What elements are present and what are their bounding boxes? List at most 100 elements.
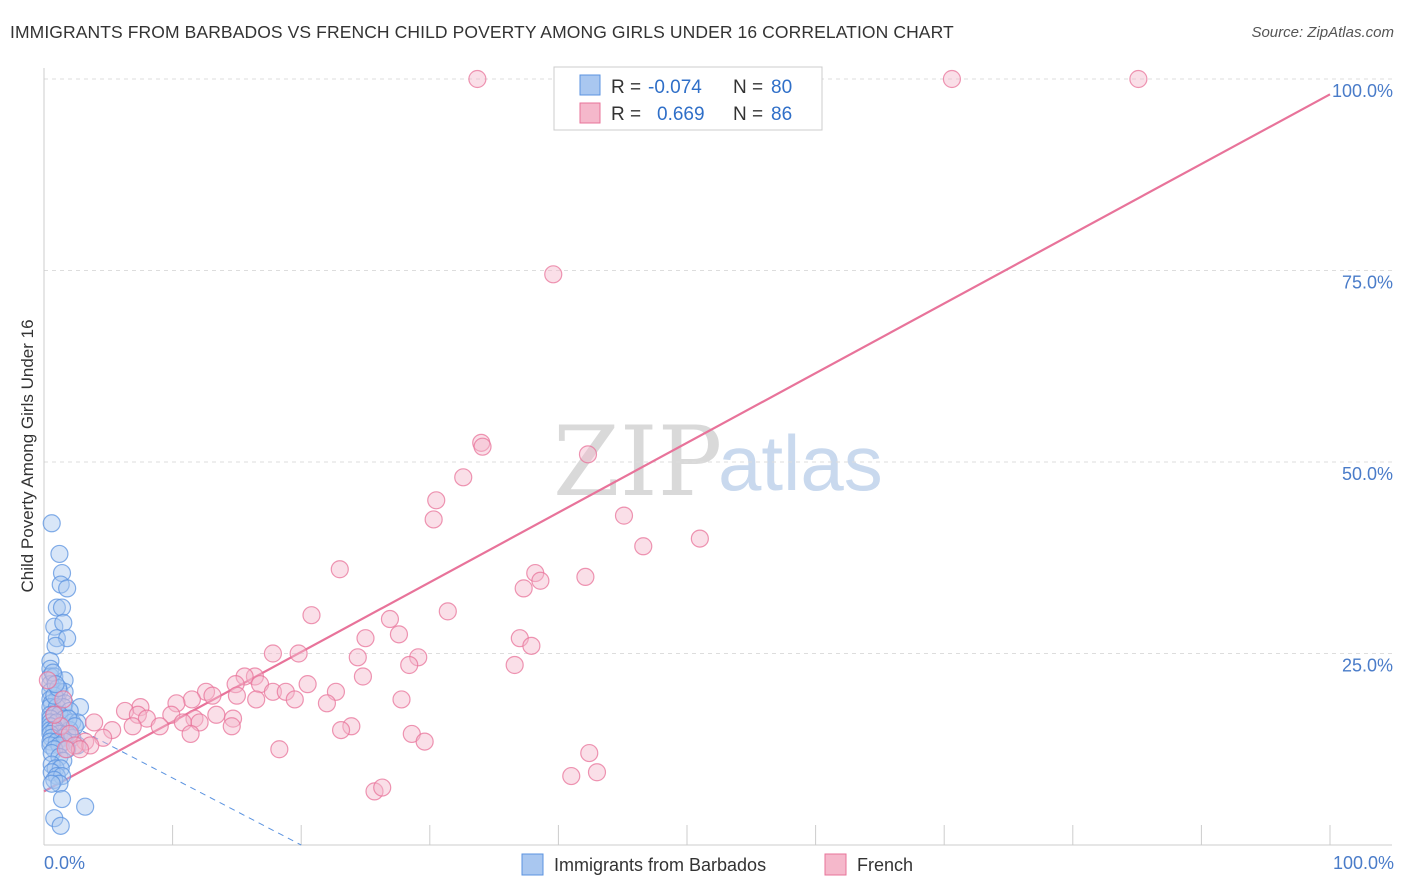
point-french-29 [400,655,419,675]
point-french-27 [348,648,367,667]
point-french-78 [580,743,599,763]
point-french-85 [45,705,64,724]
point-french-47 [317,694,337,713]
series-legend-swatch-french [824,853,847,876]
legend-n-label-blue: N = [733,77,763,98]
series-legend-label-french: French [857,855,913,875]
point-french-41 [203,686,222,705]
point-french-16 [531,571,550,590]
point-barbados-1 [50,544,69,564]
point-french-1 [942,69,962,89]
point-barbados-4 [58,579,77,598]
point-french-12 [634,537,653,556]
point-french-68 [60,724,79,744]
point-french-24 [522,636,541,655]
legend-swatch-blue [579,74,601,96]
point-french-2 [1129,69,1148,89]
point-french-26 [289,644,308,663]
grid-lines [44,78,1392,654]
point-barbados-0 [42,514,61,533]
point-french-10 [614,506,634,525]
point-barbados-69 [42,774,61,793]
point-french-84 [54,690,73,709]
y-tick-labels: 25.0% 50.0% 75.0% 100.0% [1332,81,1393,676]
point-french-6 [578,445,598,464]
data-points [38,69,1148,835]
y-tick-label-1: 50.0% [1342,464,1393,484]
point-french-0 [468,69,487,89]
point-french-13 [330,560,349,579]
point-barbados-70 [52,789,72,809]
point-barbados-5 [47,598,66,617]
chart-title: IMMIGRANTS FROM BARBADOS VS FRENCH CHILD… [10,22,954,42]
legend-r-value-blue: -0.074 [648,77,702,98]
series-legend-swatch-barbados [521,853,544,876]
x-tick-label-max: 100.0% [1333,853,1394,873]
series-legend-label-barbados: Immigrants from Barbados [554,855,766,875]
watermark-atlas: atlas [718,419,883,507]
point-french-80 [587,763,607,782]
legend-n-value-pink: 86 [771,104,792,125]
y-tick-label-0: 25.0% [1342,656,1393,676]
legend-r-label-pink: R = [611,104,641,125]
point-french-23 [356,629,375,648]
point-french-17 [514,579,533,598]
y-axis-label: Child Poverty Among Girls Under 16 [18,319,37,592]
point-french-21 [389,625,409,644]
point-barbados-73 [51,816,70,835]
point-french-45 [392,690,411,709]
point-french-72 [415,732,434,751]
point-french-51 [207,705,226,724]
point-french-63 [222,717,241,736]
point-barbados-7 [45,617,64,636]
axes [43,68,1392,846]
point-barbados-71 [76,797,95,816]
point-french-43 [227,686,246,705]
legend-n-value-blue: 80 [771,77,792,98]
point-french-38 [263,682,283,701]
point-french-46 [247,690,266,709]
point-french-60 [123,717,142,736]
point-french-75 [70,740,90,759]
point-barbados-11 [46,636,65,655]
point-french-52 [128,705,147,724]
point-french-15 [576,567,595,587]
point-barbados-6 [52,598,72,617]
point-french-76 [56,740,75,759]
point-french-74 [81,736,100,755]
point-barbados-12 [41,652,60,671]
point-french-82 [373,778,392,797]
point-barbados-9 [47,629,66,648]
point-french-42 [182,690,201,709]
point-french-11 [690,529,709,548]
point-french-36 [298,675,317,694]
legend-r-label-blue: R = [611,77,641,98]
point-french-83 [38,671,57,690]
point-french-20 [380,609,400,629]
legend-swatch-pink [579,102,601,124]
legend-r-value-pink: 0.669 [657,104,705,125]
point-french-7 [454,468,473,487]
point-french-9 [424,510,443,529]
point-french-3 [544,265,563,284]
point-french-62 [150,717,169,736]
stats-legend: R = -0.074 N = 80 R = 0.669 N = 86 [553,66,823,131]
point-french-25 [263,644,283,663]
point-french-55 [223,709,243,728]
point-french-32 [353,667,373,686]
series-legend: Immigrants from Barbados French [521,853,913,876]
point-french-77 [270,740,289,759]
x-tick-label-min: 0.0% [44,853,85,873]
point-french-30 [505,655,524,675]
source-credit: Source: ZipAtlas.com [1251,24,1394,41]
point-french-44 [285,690,304,709]
point-french-18 [438,602,457,621]
legend-n-label-pink: N = [733,104,763,125]
point-french-19 [302,606,321,625]
point-french-67 [181,724,200,744]
point-french-59 [85,713,104,732]
point-french-8 [427,491,446,510]
point-barbados-8 [54,613,73,632]
point-french-5 [473,437,492,456]
